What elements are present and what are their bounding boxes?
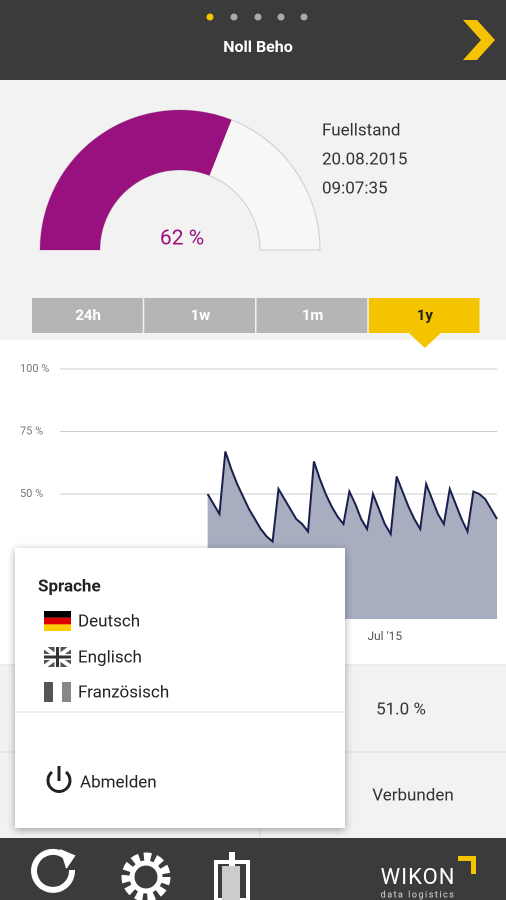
page-dots xyxy=(206,13,308,21)
tab-label: 1y xyxy=(417,306,434,324)
brand: WIKON xyxy=(381,865,456,890)
top-bar xyxy=(0,0,506,80)
power-icon xyxy=(46,766,72,793)
menu-title: Sprache xyxy=(38,576,101,596)
settings-button[interactable] xyxy=(121,852,171,900)
level-value: 51.0 % xyxy=(376,699,426,719)
flag-uk xyxy=(42,645,73,669)
tab[interactable] xyxy=(32,298,143,333)
language-option[interactable]: Französisch xyxy=(78,682,169,702)
exit-button[interactable] xyxy=(214,852,250,900)
y-tick-label: 100 % xyxy=(20,362,49,375)
tab[interactable] xyxy=(368,298,480,333)
tab[interactable] xyxy=(144,298,255,333)
tab-pointer xyxy=(408,333,441,348)
tab-label: 24h xyxy=(75,306,101,324)
gauge-label: 62 % xyxy=(160,227,204,251)
logout[interactable]: Abmelden xyxy=(80,772,157,792)
language-option[interactable]: Deutsch xyxy=(78,611,140,631)
y-tick-label: 50 % xyxy=(20,487,43,500)
connection-status: Verbunden xyxy=(372,785,454,805)
reading-time: 09:07:35 xyxy=(322,178,388,198)
brand-mark xyxy=(458,856,476,874)
flag-fr xyxy=(44,682,71,702)
tab-label: 1w xyxy=(191,306,211,324)
tagline: data logistics xyxy=(381,890,456,900)
line xyxy=(206,451,498,544)
reading-date: 20.08.2015 xyxy=(322,149,407,169)
next-button[interactable] xyxy=(463,20,495,60)
bottom-bar xyxy=(0,838,506,900)
refresh-button[interactable] xyxy=(31,848,76,893)
language-option[interactable]: Englisch xyxy=(78,647,142,667)
reading-label: Fuellstand xyxy=(322,120,400,140)
y-tick-label: 75 % xyxy=(20,424,43,437)
gauge-fill xyxy=(40,109,232,250)
tab[interactable] xyxy=(256,298,368,333)
title: Noll Beho xyxy=(223,37,293,56)
tab-label: 1m xyxy=(302,306,324,324)
x-tick-label: Jul '15 xyxy=(367,629,402,643)
flag-de xyxy=(44,611,71,631)
